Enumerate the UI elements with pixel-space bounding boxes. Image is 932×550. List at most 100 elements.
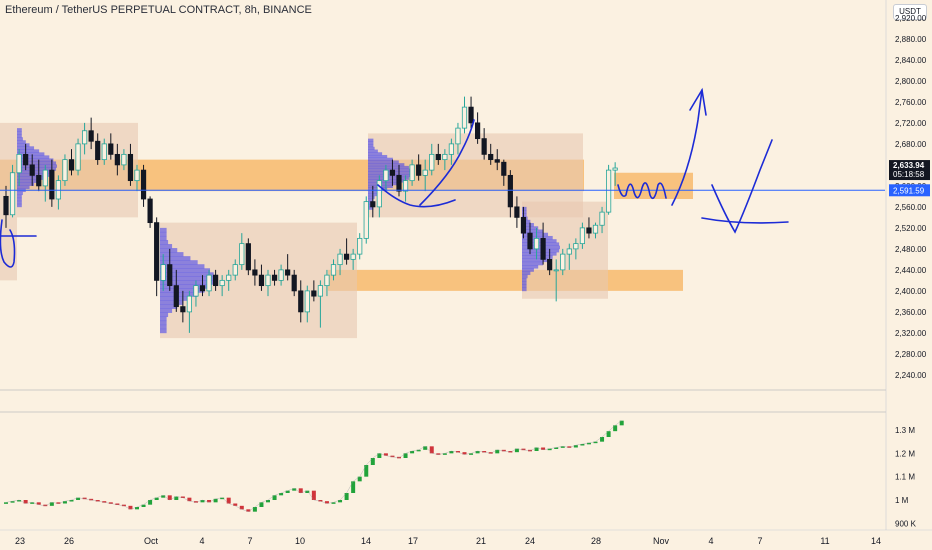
time-tick-label: 24: [525, 536, 535, 546]
indicator-bar: [390, 455, 395, 458]
indicator-tick-label: 1.2 M: [895, 449, 915, 458]
candle-body: [108, 143, 114, 155]
indicator-bar: [95, 500, 100, 502]
indicator-bar: [43, 504, 48, 507]
candle-body: [422, 169, 428, 176]
candle-body: [49, 169, 55, 200]
candle-body: [566, 248, 572, 255]
profile-bar: [522, 223, 534, 227]
indicator-bar: [318, 500, 323, 502]
profile-bar: [17, 155, 50, 159]
profile-bar: [17, 191, 23, 196]
price-tick-label: 2,760.00: [895, 98, 927, 107]
indicator-bar: [462, 452, 467, 455]
indicator-bar: [180, 496, 185, 498]
profile-bar: [368, 182, 399, 186]
indicator-bar: [344, 493, 349, 500]
indicator-bar: [488, 452, 493, 454]
indicator-bar: [220, 497, 225, 500]
profile-bar: [160, 316, 167, 322]
candle-body: [206, 274, 212, 292]
candle-body: [16, 153, 22, 174]
price-axis[interactable]: 2,920.00 2,880.00 2,840.00 2,800.00 2,760.00…: [895, 14, 927, 380]
candle-body: [121, 153, 127, 166]
indicator-bar: [338, 500, 343, 503]
chart-title: Ethereum / TetherUS PERPETUAL CONTRACT, …: [5, 4, 312, 16]
profile-bar: [160, 284, 211, 289]
indicator-bar: [436, 453, 441, 455]
indicator-bar: [429, 446, 434, 454]
profile-bar: [522, 206, 527, 211]
indicator-bar: [259, 502, 264, 507]
candle-body: [474, 122, 481, 140]
candle-body: [442, 153, 448, 161]
candle-body: [173, 285, 179, 308]
time-tick-label: 10: [295, 536, 305, 546]
candle-body: [402, 180, 409, 192]
candle-body: [36, 174, 42, 187]
profile-bar: [522, 213, 527, 217]
current-price-badge: [889, 160, 930, 181]
drawn-annotation: [689, 87, 707, 116]
indicator-bar: [482, 451, 487, 453]
profile-bar: [522, 261, 544, 266]
profile-bar: [368, 152, 383, 156]
time-tick-label: 23: [15, 536, 25, 546]
candle-body: [62, 159, 68, 182]
time-tick-label: 4: [199, 536, 204, 546]
indicator-bar: [541, 447, 546, 450]
profile-bar: [160, 227, 167, 233]
time-tick-label: 11: [820, 536, 829, 546]
indicator-bar: [298, 488, 303, 493]
candle-body: [134, 169, 140, 182]
indicator-bar: [174, 496, 179, 500]
price-tick-label: 2,240.00: [895, 371, 927, 380]
profile-bar: [160, 231, 167, 237]
profile-bar: [17, 140, 26, 144]
profile-bar: [522, 239, 557, 243]
annotations-layer: [0, 87, 789, 268]
profile-bar: [522, 258, 549, 263]
time-axis[interactable]: 23 26 Oct 4 7 10 14 17 21 24 28 Nov 4 7 11 14: [15, 536, 881, 546]
profile-bar: [522, 281, 527, 285]
indicator-bar: [397, 456, 401, 459]
candle-body: [285, 269, 291, 276]
time-tick-label: 28: [591, 536, 601, 546]
indicator-bar: [508, 451, 513, 453]
indicator-bar: [135, 507, 139, 510]
candle-body: [9, 172, 16, 216]
indicator-bar: [285, 490, 290, 493]
candle-body: [82, 130, 88, 145]
indicator-bar: [370, 458, 375, 465]
indicator-axis[interactable]: 1.3 M 1.2 M 1.1 M 1 M 900 K: [895, 426, 917, 528]
drawn-annotation: [0, 219, 16, 268]
profile-bar: [522, 277, 527, 282]
indicator-bar: [423, 446, 428, 450]
profile-bar: [368, 149, 378, 153]
indicator-bar: [30, 502, 35, 504]
profile-bar: [160, 252, 184, 257]
profile-bar: [368, 163, 405, 167]
profile-bar: [160, 288, 205, 293]
candle-body: [212, 274, 219, 287]
candle-body: [553, 269, 559, 272]
profile-bar: [368, 154, 388, 159]
indicator-bar: [167, 495, 172, 500]
currency-unit-button[interactable]: USDT: [893, 4, 927, 20]
candle-body: [232, 264, 238, 276]
profile-bar: [368, 206, 374, 210]
profile-bar: [160, 324, 167, 330]
candle-body: [167, 264, 173, 287]
candle-body: [455, 127, 461, 145]
profile-bar: [160, 268, 211, 273]
countdown-label: 05:18:58: [893, 170, 925, 179]
indicator-bar: [193, 501, 198, 503]
time-tick-label: Oct: [144, 536, 159, 546]
indicator-bar: [586, 442, 591, 445]
indicator-bar: [305, 490, 310, 493]
profile-bar: [160, 248, 178, 253]
candle-body: [376, 180, 382, 208]
time-tick-label: 21: [476, 536, 486, 546]
candle-body: [488, 153, 494, 161]
